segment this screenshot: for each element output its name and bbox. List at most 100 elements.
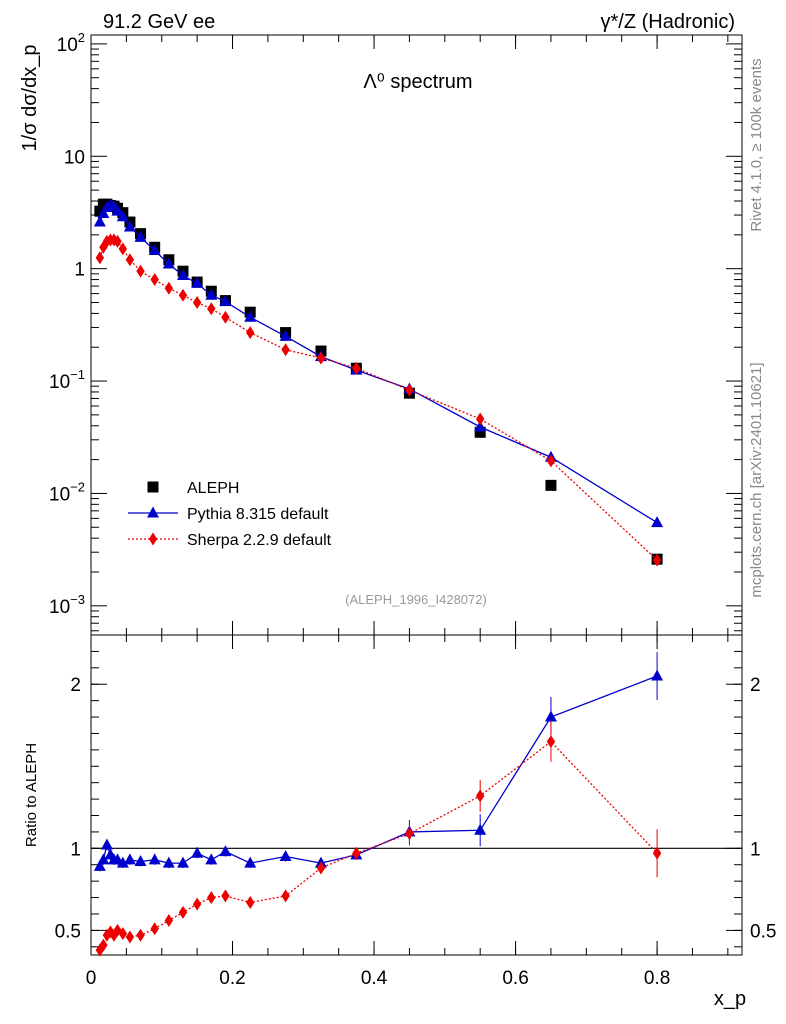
- data-point-sherpa: [150, 273, 159, 287]
- ratio-axis-label: Ratio to ALEPH: [23, 743, 40, 847]
- axes-group: 0 0.2 0.4 0.6 0.8 102 10 1 10−1 10−2 10−3 0.5 0.5 1 1 2…: [49, 30, 776, 989]
- x-tick-label: 0.2: [219, 968, 245, 989]
- ratio-point-sherpa: [118, 927, 128, 941]
- ratio-tick-label: 1: [750, 839, 761, 860]
- data-point-pythia: [279, 329, 292, 341]
- data-point-sherpa: [207, 302, 216, 316]
- data-point-pythia: [244, 310, 257, 322]
- data-point-pythia: [474, 420, 487, 432]
- ratio-tick-label: 2: [70, 675, 81, 696]
- x-tick-label: 0.8: [644, 968, 670, 989]
- ratio-point-pythia: [244, 856, 257, 868]
- ratio-point-sherpa: [192, 897, 202, 911]
- legend-label: Sherpa 2.2.9 default: [187, 532, 332, 549]
- ratio-point-sherpa: [546, 735, 556, 749]
- ratio-point-sherpa: [99, 938, 108, 952]
- y-tick-label: 10−2: [49, 479, 85, 505]
- data-point-pythia: [111, 204, 124, 216]
- data-point-sherpa: [281, 343, 290, 357]
- ratio-point-sherpa: [178, 905, 188, 919]
- data-point-sherpa: [316, 351, 326, 365]
- data-point-sherpa: [178, 288, 188, 302]
- y-axis-label: 1/σ dσ/dx_p: [19, 45, 41, 152]
- data-point-sherpa: [113, 234, 122, 248]
- data-point-sherpa: [192, 295, 202, 309]
- legend: ALEPH Pythia 8.315 default Sherpa 2.2.9 de…: [128, 480, 332, 549]
- analysis-tag: (ALEPH_1996_I428072): [345, 592, 487, 607]
- ratio-point-pythia: [97, 853, 110, 865]
- x-axis-label: x_p: [714, 988, 746, 1010]
- ratio-tick-label: 2: [750, 675, 761, 696]
- legend-marker: [147, 481, 159, 493]
- ratio-point-sherpa: [221, 889, 230, 903]
- data-point-pythia: [162, 257, 175, 269]
- ratio-point-pythia: [134, 854, 147, 866]
- data-point-pythia: [205, 288, 218, 300]
- data-point-pythia: [97, 206, 110, 218]
- ratio-point-pythia: [651, 669, 664, 681]
- ratio-point-pythia: [162, 856, 175, 868]
- data-point-sherpa: [164, 281, 174, 295]
- y-tick-label: 10−3: [49, 592, 85, 618]
- legend-label: ALEPH: [187, 480, 239, 497]
- mcplots-label: mcplots.cern.ch [arXiv:2401.10621]: [748, 362, 765, 597]
- ratio-point-pythia: [100, 838, 113, 850]
- data-point-sherpa: [118, 242, 128, 256]
- ratio-point-pythia: [191, 846, 204, 858]
- y-tick-label: 102: [57, 30, 85, 56]
- ratio-point-pythia: [205, 853, 218, 865]
- chart-title: Λ⁰ spectrum: [363, 71, 472, 93]
- ratio-point-sherpa: [150, 922, 159, 936]
- ratio-point-pythia: [93, 859, 106, 871]
- legend-label: Pythia 8.315 default: [187, 506, 329, 523]
- ratio-point-pythia: [116, 856, 129, 868]
- ratio-point-pythia: [544, 710, 557, 722]
- data-point-sherpa: [125, 253, 135, 267]
- rivet-label: Rivet 4.1.0, ≥ 100k events: [748, 58, 765, 231]
- legend-marker: [148, 532, 158, 546]
- y-tick-label: 10−1: [49, 367, 85, 393]
- data-point-pythia: [191, 276, 204, 288]
- data-point-sherpa: [475, 412, 485, 426]
- ratio-point-sherpa: [352, 846, 361, 860]
- data-point-sherpa: [652, 553, 662, 567]
- ratio-point-pythia: [148, 853, 161, 865]
- data-point-pythia: [134, 230, 147, 242]
- data-point-pythia: [148, 244, 161, 256]
- data-point-pythia: [176, 268, 189, 280]
- data-point-pythia: [123, 220, 136, 232]
- ratio-point-pythia: [123, 853, 136, 865]
- data-point-sherpa: [246, 326, 255, 340]
- data-point-sherpa: [546, 454, 556, 468]
- data-point-sherpa: [95, 251, 105, 265]
- ratio-point-pythia: [219, 845, 232, 857]
- ratio-point-sherpa: [316, 861, 326, 875]
- ratio-point-sherpa: [207, 891, 216, 905]
- x-tick-label: 0: [86, 968, 97, 989]
- ratio-point-sherpa: [246, 895, 255, 909]
- x-tick-label: 0.6: [502, 968, 528, 989]
- y-tick-label: 1: [74, 260, 85, 281]
- ratio-tick-label: 1: [70, 839, 81, 860]
- data-point-sherpa: [405, 383, 414, 397]
- ratio-point-sherpa: [113, 923, 122, 937]
- ratio-point-sherpa: [281, 889, 290, 903]
- ratio-point-sherpa: [652, 846, 662, 860]
- data-point-aleph: [474, 426, 486, 438]
- ratio-point-pythia: [279, 850, 292, 862]
- ratio-panel-frame: [90, 634, 743, 956]
- y-tick-label: 10: [64, 147, 85, 168]
- data-point-sherpa: [136, 264, 145, 278]
- series-layer: [93, 198, 664, 957]
- data-point-pythia: [219, 295, 232, 307]
- ratio-point-sherpa: [136, 928, 145, 942]
- series-line-pythia: [99, 204, 658, 524]
- ratio-point-sherpa: [405, 827, 414, 841]
- data-point-pythia: [651, 516, 664, 528]
- ratio-tick-label: 0.5: [750, 921, 776, 942]
- ratio-point-pythia: [176, 856, 189, 868]
- ratio-point-sherpa: [475, 789, 485, 803]
- header-left: 91.2 GeV ee: [103, 11, 215, 33]
- data-point-aleph: [94, 205, 106, 217]
